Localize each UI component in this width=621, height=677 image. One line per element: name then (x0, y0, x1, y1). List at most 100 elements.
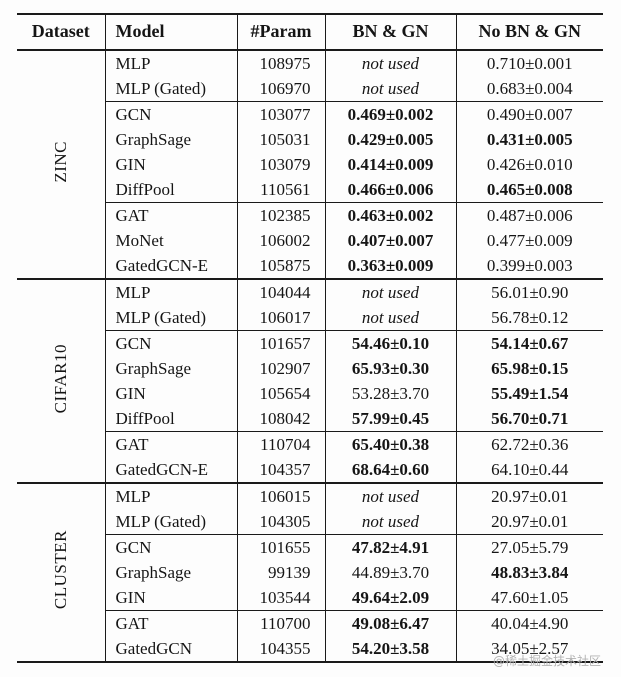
table-row: DiffPool 110561 0.466±0.006 0.465±0.008 (17, 177, 603, 203)
table-row: MLP (Gated) 106017 not used 56.78±0.12 (17, 305, 603, 331)
table-row: ZINC MLP 108975 not used 0.710±0.001 (17, 49, 603, 279)
param-count: 110561 (237, 177, 326, 203)
model-name: GraphSage (105, 560, 238, 585)
bn-gn-value: 0.363±0.009 (325, 253, 457, 279)
no-bn-gn-value: 65.98±0.15 (491, 359, 569, 378)
dataset-label-zinc: ZINC (17, 49, 106, 279)
dataset-label-text: CLUSTER (51, 530, 71, 610)
bn-gn-value: not used (325, 482, 457, 509)
bn-gn-value: 49.08±6.47 (325, 610, 457, 636)
param-count: 104305 (237, 509, 326, 535)
bn-gn-value: 0.469±0.002 (325, 101, 457, 127)
param-count: 104355 (237, 636, 326, 662)
header-no-bn-gn: No BN & GN (456, 14, 603, 51)
param-count: 106017 (237, 305, 326, 331)
bn-gn-value: 53.28±3.70 (325, 381, 457, 406)
bn-gn-value: 0.463±0.002 (325, 202, 457, 228)
header-row: Dataset Model #Param BN & GN No BN & GN (17, 14, 603, 51)
model-name: MLP (Gated) (105, 509, 238, 535)
bn-gn-value: 0.429±0.005 (325, 127, 457, 152)
bn-gn-value: not used (325, 509, 457, 535)
param-count: 110704 (237, 431, 326, 457)
model-name: GAT (105, 610, 238, 636)
no-bn-gn-value: 64.10±0.44 (491, 460, 569, 479)
model-name: MLP (105, 49, 238, 76)
table-row: GraphSage 102907 65.93±0.30 65.98±0.15 (17, 356, 603, 381)
dataset-label-cifar10: CIFAR10 (17, 278, 106, 483)
no-bn-gn-value: 0.683±0.004 (486, 79, 573, 98)
param-count: 105654 (237, 381, 326, 406)
bn-gn-value: 65.40±0.38 (325, 431, 457, 457)
table-row: GatedGCN-E 105875 0.363±0.009 0.399±0.003 (17, 253, 603, 279)
model-name: MoNet (105, 228, 238, 253)
no-bn-gn-value: 55.49±1.54 (491, 384, 569, 403)
param-count: 108975 (237, 49, 326, 76)
model-name: GAT (105, 431, 238, 457)
param-count: 105031 (237, 127, 326, 152)
bn-gn-value: 0.414±0.009 (325, 152, 457, 177)
model-name: GatedGCN (105, 636, 238, 662)
table-row: DiffPool 108042 57.99±0.45 56.70±0.71 (17, 406, 603, 432)
bn-gn-value: 57.99±0.45 (325, 406, 457, 432)
table-row: CIFAR10 MLP 104044 not used 56.01±0.90 (17, 278, 603, 483)
bn-gn-value: 0.466±0.006 (325, 177, 457, 203)
table-row: GCN 101655 47.82±4.91 27.05±5.79 (17, 534, 603, 560)
model-name: GatedGCN-E (105, 253, 238, 279)
param-count: 106015 (237, 482, 326, 509)
no-bn-gn-value: 0.465±0.008 (486, 180, 573, 199)
bn-gn-value: not used (325, 49, 457, 76)
header-param: #Param (237, 14, 326, 51)
header-dataset: Dataset (17, 14, 106, 51)
param-count: 103544 (237, 585, 326, 611)
param-count: 103079 (237, 152, 326, 177)
header-bn-gn: BN & GN (325, 14, 457, 51)
results-table: Dataset Model #Param BN & GN No BN & GN … (17, 13, 603, 663)
watermark: @稀土掘金技术社区 (492, 654, 601, 668)
table-row: GIN 105654 53.28±3.70 55.49±1.54 (17, 381, 603, 406)
dataset-label-text: ZINC (51, 141, 71, 183)
no-bn-gn-value: 0.426±0.010 (486, 155, 573, 174)
no-bn-gn-value: 48.83±3.84 (491, 563, 569, 582)
model-name: MLP (105, 278, 238, 305)
model-name: GCN (105, 101, 238, 127)
no-bn-gn-value: 0.487±0.006 (456, 202, 603, 228)
no-bn-gn-value: 56.78±0.12 (491, 308, 569, 327)
dataset-label-cluster: CLUSTER (17, 482, 106, 662)
param-count: 102907 (237, 356, 326, 381)
no-bn-gn-value: 0.710±0.001 (456, 49, 603, 76)
bn-gn-value: 0.407±0.007 (325, 228, 457, 253)
bn-gn-value: not used (325, 278, 457, 305)
table-row: GatedGCN-E 104357 68.64±0.60 64.10±0.44 (17, 457, 603, 483)
param-count: 103077 (237, 101, 326, 127)
table-row: GAT 110700 49.08±6.47 40.04±4.90 (17, 610, 603, 636)
bn-gn-value: 49.64±2.09 (325, 585, 457, 611)
model-name: GatedGCN-E (105, 457, 238, 483)
model-name: DiffPool (105, 177, 238, 203)
param-count: 102385 (237, 202, 326, 228)
param-count: 104044 (237, 278, 326, 305)
model-name: GCN (105, 330, 238, 356)
model-name: MLP (Gated) (105, 76, 238, 102)
no-bn-gn-value: 0.477±0.009 (486, 231, 573, 250)
header-model: Model (105, 14, 238, 51)
param-count: 110700 (237, 610, 326, 636)
bn-gn-value: 44.89±3.70 (325, 560, 457, 585)
no-bn-gn-value: 20.97±0.01 (456, 482, 603, 509)
model-name: GraphSage (105, 356, 238, 381)
param-count: 101657 (237, 330, 326, 356)
no-bn-gn-value: 47.60±1.05 (491, 588, 569, 607)
table-row: GAT 110704 65.40±0.38 62.72±0.36 (17, 431, 603, 457)
param-count: 104357 (237, 457, 326, 483)
model-name: DiffPool (105, 406, 238, 432)
bn-gn-value: 47.82±4.91 (325, 534, 457, 560)
table-row: GatedGCN 104355 54.20±3.58 34.05±2.57 (17, 636, 603, 662)
model-name: GAT (105, 202, 238, 228)
table-row: GraphSage 105031 0.429±0.005 0.431±0.005 (17, 127, 603, 152)
table-row: MLP (Gated) 106970 not used 0.683±0.004 (17, 76, 603, 102)
model-name: GIN (105, 381, 238, 406)
bn-gn-value: 68.64±0.60 (325, 457, 457, 483)
no-bn-gn-value: 27.05±5.79 (456, 534, 603, 560)
model-name: GraphSage (105, 127, 238, 152)
no-bn-gn-value: 0.490±0.007 (456, 101, 603, 127)
